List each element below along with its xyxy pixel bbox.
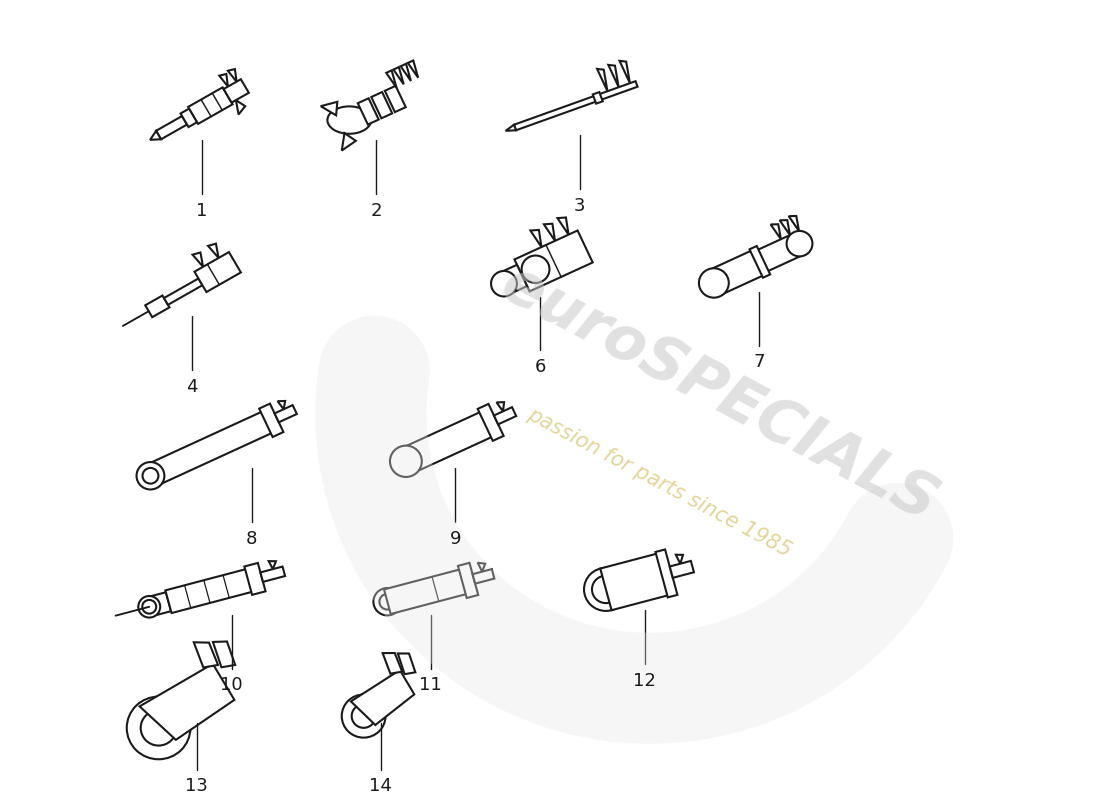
Polygon shape (228, 69, 236, 82)
Polygon shape (506, 125, 516, 131)
Ellipse shape (584, 568, 628, 611)
Polygon shape (145, 411, 273, 486)
Polygon shape (477, 404, 504, 441)
Ellipse shape (390, 446, 421, 477)
Polygon shape (473, 569, 494, 584)
Polygon shape (150, 130, 162, 140)
Polygon shape (608, 65, 618, 87)
Polygon shape (619, 61, 630, 83)
Text: 13: 13 (186, 778, 208, 795)
Polygon shape (458, 563, 478, 598)
Ellipse shape (143, 468, 158, 484)
Text: 11: 11 (419, 677, 442, 694)
Ellipse shape (136, 462, 164, 490)
Polygon shape (385, 86, 406, 112)
Polygon shape (351, 670, 415, 725)
Text: euroSPECIALS: euroSPECIALS (491, 254, 947, 534)
Polygon shape (372, 92, 393, 118)
Polygon shape (514, 81, 638, 130)
Ellipse shape (139, 596, 161, 618)
Polygon shape (192, 253, 204, 266)
Polygon shape (145, 295, 169, 317)
Ellipse shape (521, 255, 550, 283)
Polygon shape (208, 244, 219, 258)
Polygon shape (675, 554, 683, 564)
Polygon shape (530, 230, 541, 247)
Text: 14: 14 (370, 778, 393, 795)
Polygon shape (754, 233, 804, 273)
Polygon shape (771, 224, 781, 239)
Polygon shape (195, 252, 241, 292)
Polygon shape (593, 92, 603, 104)
Polygon shape (656, 550, 678, 598)
Polygon shape (400, 64, 411, 81)
Polygon shape (156, 116, 187, 139)
Polygon shape (597, 69, 607, 91)
Polygon shape (146, 592, 170, 616)
Text: 6: 6 (535, 358, 546, 376)
Polygon shape (358, 98, 378, 125)
Polygon shape (223, 79, 249, 102)
Polygon shape (398, 654, 416, 674)
Polygon shape (165, 569, 253, 613)
Polygon shape (408, 61, 418, 78)
Polygon shape (180, 109, 197, 127)
Polygon shape (213, 642, 235, 667)
Polygon shape (275, 405, 297, 422)
Polygon shape (386, 70, 396, 88)
Text: 2: 2 (370, 202, 382, 219)
Text: 9: 9 (450, 530, 461, 547)
Polygon shape (780, 220, 790, 235)
Text: 8: 8 (245, 530, 257, 547)
Polygon shape (342, 133, 355, 150)
Text: 12: 12 (634, 671, 656, 690)
Text: 4: 4 (186, 378, 198, 396)
Ellipse shape (379, 594, 395, 610)
Text: 7: 7 (754, 354, 764, 371)
Ellipse shape (142, 600, 156, 614)
Polygon shape (789, 216, 799, 231)
Polygon shape (708, 250, 764, 295)
Polygon shape (219, 74, 228, 86)
Text: 10: 10 (220, 677, 243, 694)
Ellipse shape (592, 576, 619, 603)
Text: 1: 1 (196, 202, 208, 219)
Polygon shape (164, 278, 202, 305)
Polygon shape (244, 563, 265, 595)
Polygon shape (140, 664, 234, 740)
Ellipse shape (373, 588, 402, 615)
Polygon shape (499, 265, 527, 294)
Polygon shape (261, 566, 285, 582)
Polygon shape (477, 562, 485, 572)
Ellipse shape (328, 106, 371, 134)
Polygon shape (268, 561, 276, 569)
Polygon shape (260, 404, 284, 437)
Text: passion for parts since 1985: passion for parts since 1985 (525, 404, 794, 561)
Ellipse shape (698, 268, 729, 298)
Polygon shape (188, 87, 232, 124)
Polygon shape (400, 412, 493, 474)
Polygon shape (515, 230, 593, 291)
Polygon shape (558, 218, 569, 234)
Polygon shape (277, 401, 285, 410)
Ellipse shape (352, 704, 375, 728)
Ellipse shape (126, 697, 190, 759)
Ellipse shape (141, 710, 176, 746)
Polygon shape (543, 224, 556, 241)
Ellipse shape (342, 694, 385, 738)
Polygon shape (496, 402, 504, 411)
Polygon shape (494, 407, 516, 424)
Polygon shape (384, 569, 468, 614)
Polygon shape (601, 554, 669, 610)
Polygon shape (235, 100, 245, 114)
Ellipse shape (786, 231, 813, 256)
Polygon shape (321, 102, 338, 115)
Polygon shape (749, 246, 770, 278)
Polygon shape (383, 653, 403, 674)
Polygon shape (194, 642, 218, 667)
Polygon shape (670, 561, 694, 578)
Polygon shape (394, 67, 404, 84)
Ellipse shape (491, 271, 517, 297)
Text: 3: 3 (574, 197, 585, 214)
